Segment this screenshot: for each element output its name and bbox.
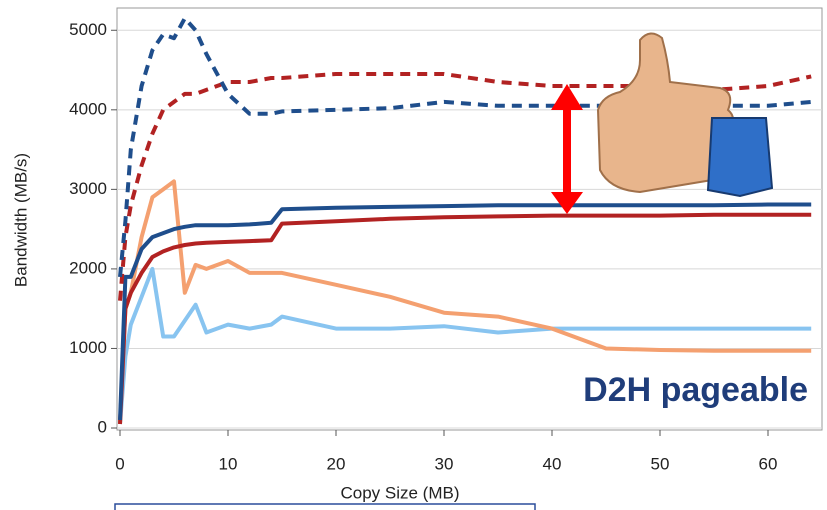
thumbs-up-icon (596, 32, 774, 198)
series-line (118, 202, 812, 421)
y-tick-label: 5000 (69, 20, 107, 39)
y-tick-label: 0 (98, 417, 107, 436)
y-tick-label: 2000 (69, 258, 107, 277)
x-tick-label: 50 (651, 454, 670, 473)
y-tick-label: 1000 (69, 338, 107, 357)
panel-edge (114, 503, 536, 510)
x-tick-label: 60 (759, 454, 778, 473)
x-axis-label: Copy Size (MB) (340, 483, 459, 502)
arrow (551, 84, 583, 214)
series-line (118, 179, 812, 425)
plot-frame (116, 7, 823, 431)
x-tick-label: 20 (327, 454, 346, 473)
x-tick-label: 10 (219, 454, 238, 473)
y-axis-label: Bandwidth (MB/s) (11, 153, 30, 287)
marks (117, 16, 822, 429)
x-tick-label: 0 (115, 454, 124, 473)
annotation: D2H pageable (583, 371, 808, 409)
series-line (118, 266, 812, 425)
x-tick-label: 30 (435, 454, 454, 473)
x-tick-label: 40 (543, 454, 562, 473)
series-line (118, 212, 812, 425)
y-tick-label: 4000 (69, 99, 107, 118)
y-tick-label: 3000 (69, 179, 107, 198)
